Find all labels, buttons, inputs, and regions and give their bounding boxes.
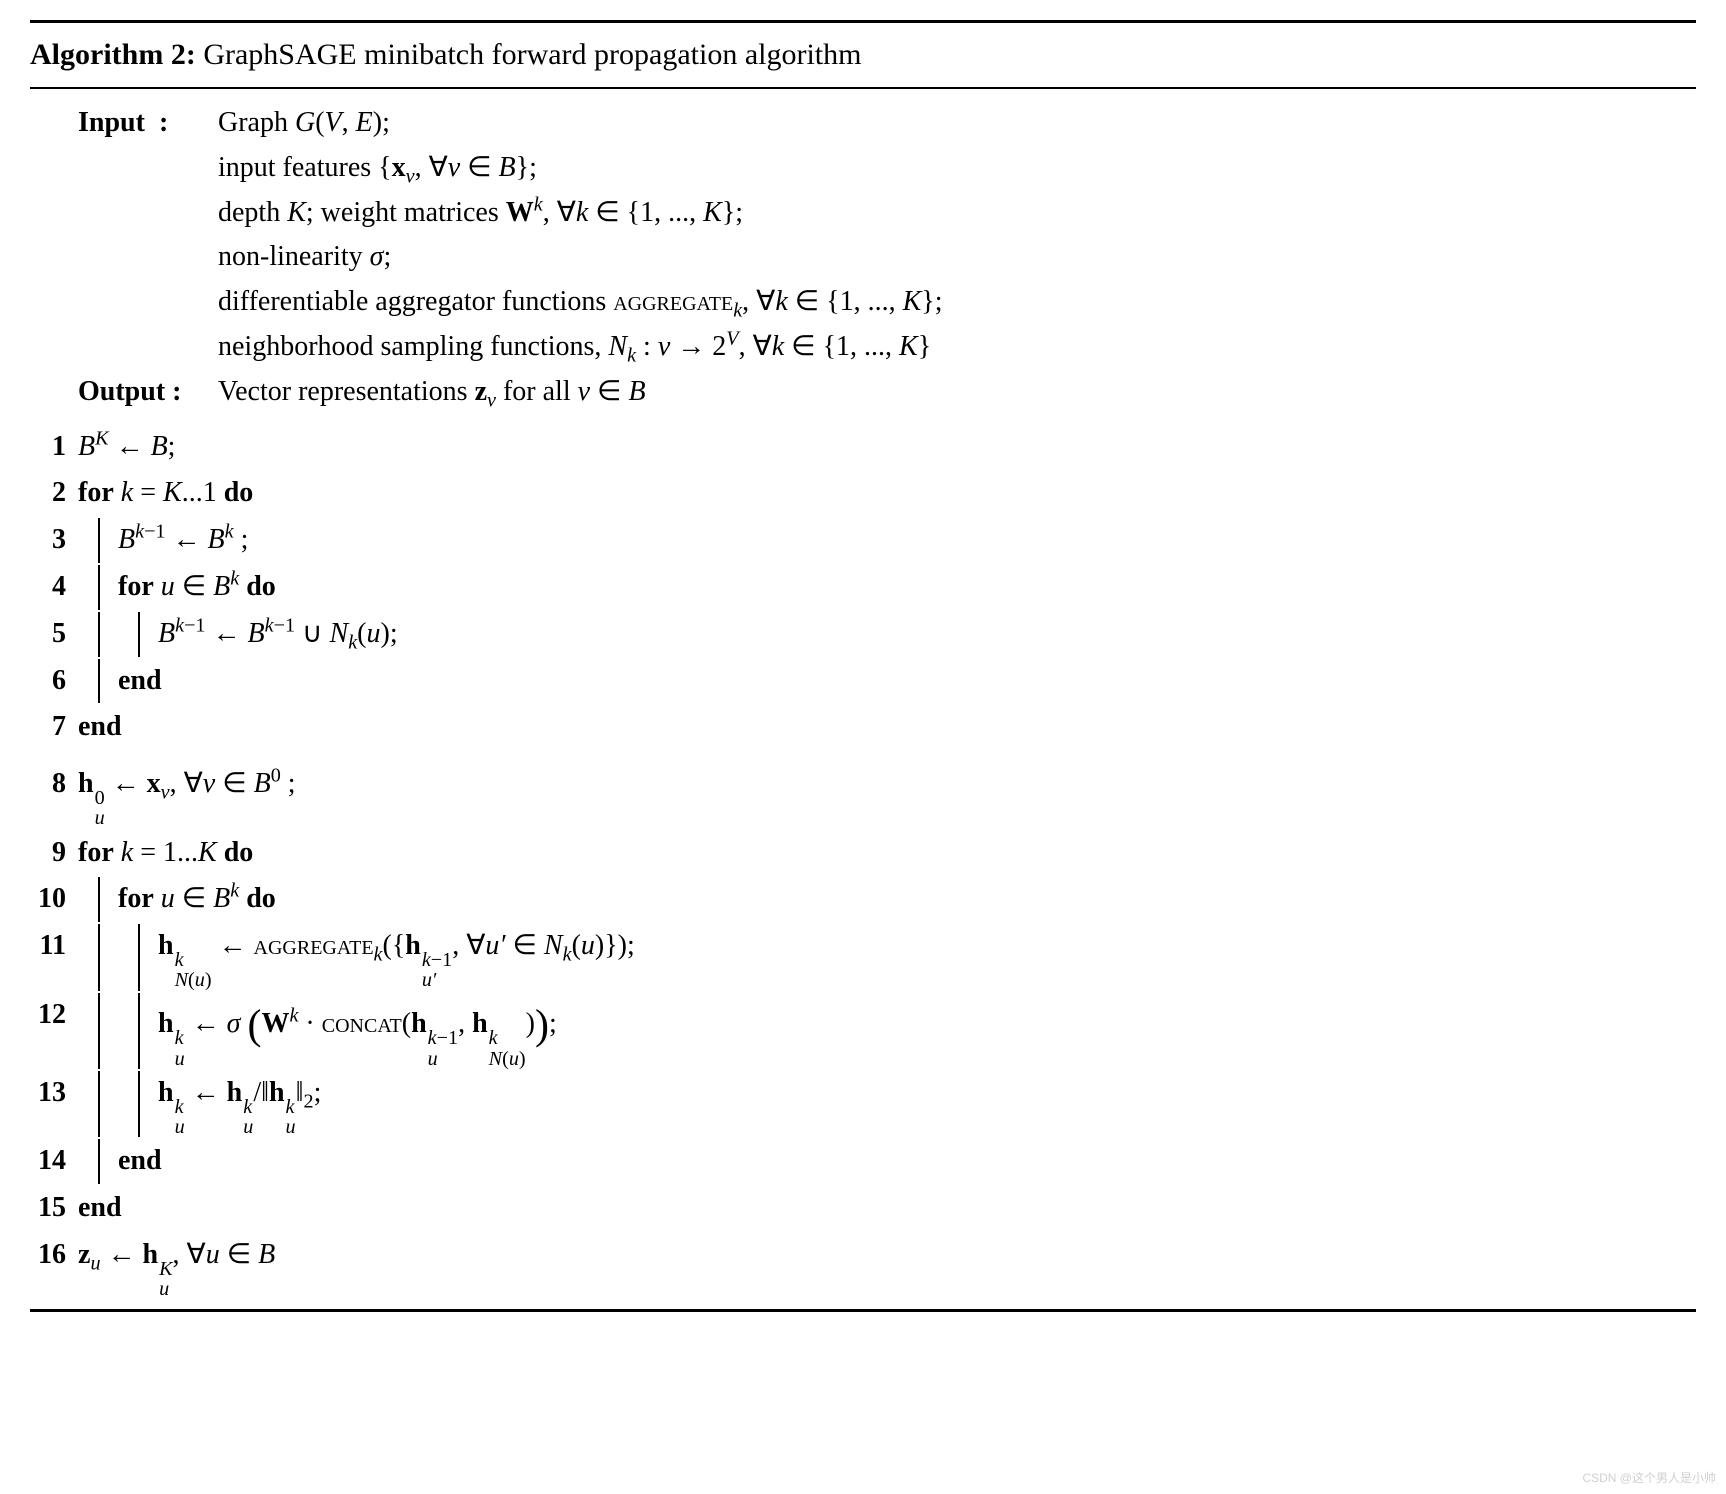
algo-line: 1BK ← B;	[30, 425, 1696, 470]
algorithm-block: Algorithm 2: GraphSAGE minibatch forward…	[30, 20, 1696, 1312]
algo-line: 2for k = K...1 do	[30, 471, 1696, 516]
output-text: Vector representations zv for all v ∈ B	[218, 370, 646, 415]
line-content: end	[78, 659, 1696, 704]
line-content: Bk−1 ← Bk ;	[78, 518, 1696, 563]
algo-line: 13hku ← hku/‖hku‖2;	[30, 1071, 1696, 1137]
watermark: CSDN @这个男人是小帅	[1582, 1469, 1716, 1488]
algo-line: 9for k = 1...K do	[30, 831, 1696, 876]
line-content: end	[78, 1139, 1696, 1184]
input-item: depth K; weight matrices Wk, ∀k ∈ {1, ..…	[218, 191, 943, 236]
line-content: h0u ← xv, ∀v ∈ B0 ;	[78, 762, 1696, 828]
algo-line: 4for u ∈ Bk do	[30, 565, 1696, 610]
algo-line: 12hku ← σ (Wk · concat(hk−1u, hkN(u)));	[30, 993, 1696, 1069]
line-content: zu ← hKu, ∀u ∈ B	[78, 1233, 1696, 1299]
algo-line: 16zu ← hKu, ∀u ∈ B	[30, 1233, 1696, 1299]
input-item: Graph G(V, E);	[218, 101, 943, 146]
line-content: for u ∈ Bk do	[78, 565, 1696, 610]
algorithm-title: Algorithm 2: GraphSAGE minibatch forward…	[30, 23, 1696, 89]
line-number: 15	[30, 1186, 78, 1231]
output-block: Output : Vector representations zv for a…	[78, 370, 1696, 415]
line-content: for k = K...1 do	[78, 471, 1696, 516]
algorithm-body: Input : Graph G(V, E);input features {xv…	[30, 89, 1696, 1309]
line-content: Bk−1 ← Bk−1 ∪ Nk(u);	[78, 612, 1696, 657]
input-item: differentiable aggregator functions aggr…	[218, 280, 943, 325]
algo-line: 6end	[30, 659, 1696, 704]
line-content: for k = 1...K do	[78, 831, 1696, 876]
line-number: 14	[30, 1139, 78, 1184]
line-number: 7	[30, 705, 78, 750]
algo-line: 7end	[30, 705, 1696, 750]
line-content: end	[78, 705, 1696, 750]
input-item: neighborhood sampling functions, Nk : v …	[218, 325, 943, 370]
algo-line: 5Bk−1 ← Bk−1 ∪ Nk(u);	[30, 612, 1696, 657]
line-content: for u ∈ Bk do	[78, 877, 1696, 922]
line-content: end	[78, 1186, 1696, 1231]
line-number: 4	[30, 565, 78, 610]
line-number: 6	[30, 659, 78, 704]
line-content: BK ← B;	[78, 425, 1696, 470]
input-item: input features {xv, ∀v ∈ B};	[218, 146, 943, 191]
algo-line: 3Bk−1 ← Bk ;	[30, 518, 1696, 563]
line-content: hku ← hku/‖hku‖2;	[78, 1071, 1696, 1137]
line-number: 16	[30, 1233, 78, 1278]
line-number: 12	[30, 993, 78, 1038]
line-content: hkN(u) ← aggregatek({hk−1u′, ∀u′ ∈ Nk(u)…	[78, 924, 1696, 990]
algo-line: 10for u ∈ Bk do	[30, 877, 1696, 922]
input-item: non-linearity σ;	[218, 235, 943, 280]
line-number: 13	[30, 1071, 78, 1116]
line-number: 10	[30, 877, 78, 922]
algo-line: 15end	[30, 1186, 1696, 1231]
line-content: hku ← σ (Wk · concat(hk−1u, hkN(u)));	[78, 993, 1696, 1069]
algo-line: 8h0u ← xv, ∀v ∈ B0 ;	[30, 762, 1696, 828]
line-number: 3	[30, 518, 78, 563]
input-block: Input : Graph G(V, E);input features {xv…	[78, 101, 1696, 370]
input-items: Graph G(V, E);input features {xv, ∀v ∈ B…	[218, 101, 943, 370]
output-label: Output	[78, 370, 165, 415]
line-number: 2	[30, 471, 78, 516]
algo-line: 11hkN(u) ← aggregatek({hk−1u′, ∀u′ ∈ Nk(…	[30, 924, 1696, 990]
line-number: 11	[30, 924, 78, 969]
input-label: Input	[78, 101, 145, 146]
algorithm-lines: 1BK ← B;2for k = K...1 do3Bk−1 ← Bk ;4fo…	[30, 425, 1696, 1300]
line-number: 1	[30, 425, 78, 470]
line-number: 5	[30, 612, 78, 657]
line-number: 8	[30, 762, 78, 807]
algo-line: 14end	[30, 1139, 1696, 1184]
line-number: 9	[30, 831, 78, 876]
